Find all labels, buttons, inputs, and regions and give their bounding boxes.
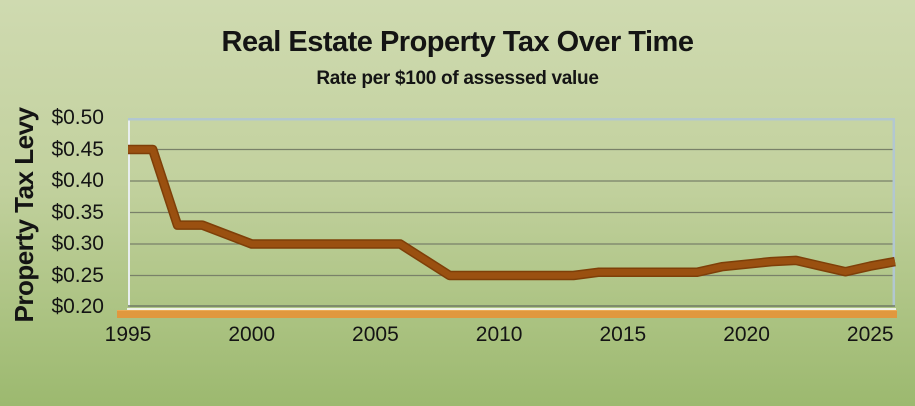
x-tick-label: 2010 [475,323,523,346]
chart-subtitle: Rate per $100 of assessed value [316,68,599,89]
y-tick-label: $0.50 [51,106,104,129]
plot-area [128,117,896,307]
x-tick-label: 2020 [723,323,770,346]
y-tick-label: $0.25 [51,263,104,287]
axis-highlight-line [127,308,896,310]
chart-title: Real Estate Property Tax Over Time [221,26,694,58]
x-tick-label: 2000 [228,323,276,346]
y-tick-label: $0.40 [51,169,104,192]
tax-rate-line [128,146,896,279]
y-tick-label: $0.20 [51,295,104,318]
x-axis-band [117,310,897,318]
y-tick-label: $0.30 [51,232,104,255]
y-tick-label: $0.35 [51,200,104,224]
y-axis-title: Property Tax Levy [9,107,39,323]
x-tick-label: 2015 [599,323,647,346]
x-tick-label: 1995 [104,323,152,346]
x-tick-label: 2005 [352,323,399,346]
y-tick-label: $0.45 [51,137,104,161]
x-tick-label: 2025 [846,323,894,346]
